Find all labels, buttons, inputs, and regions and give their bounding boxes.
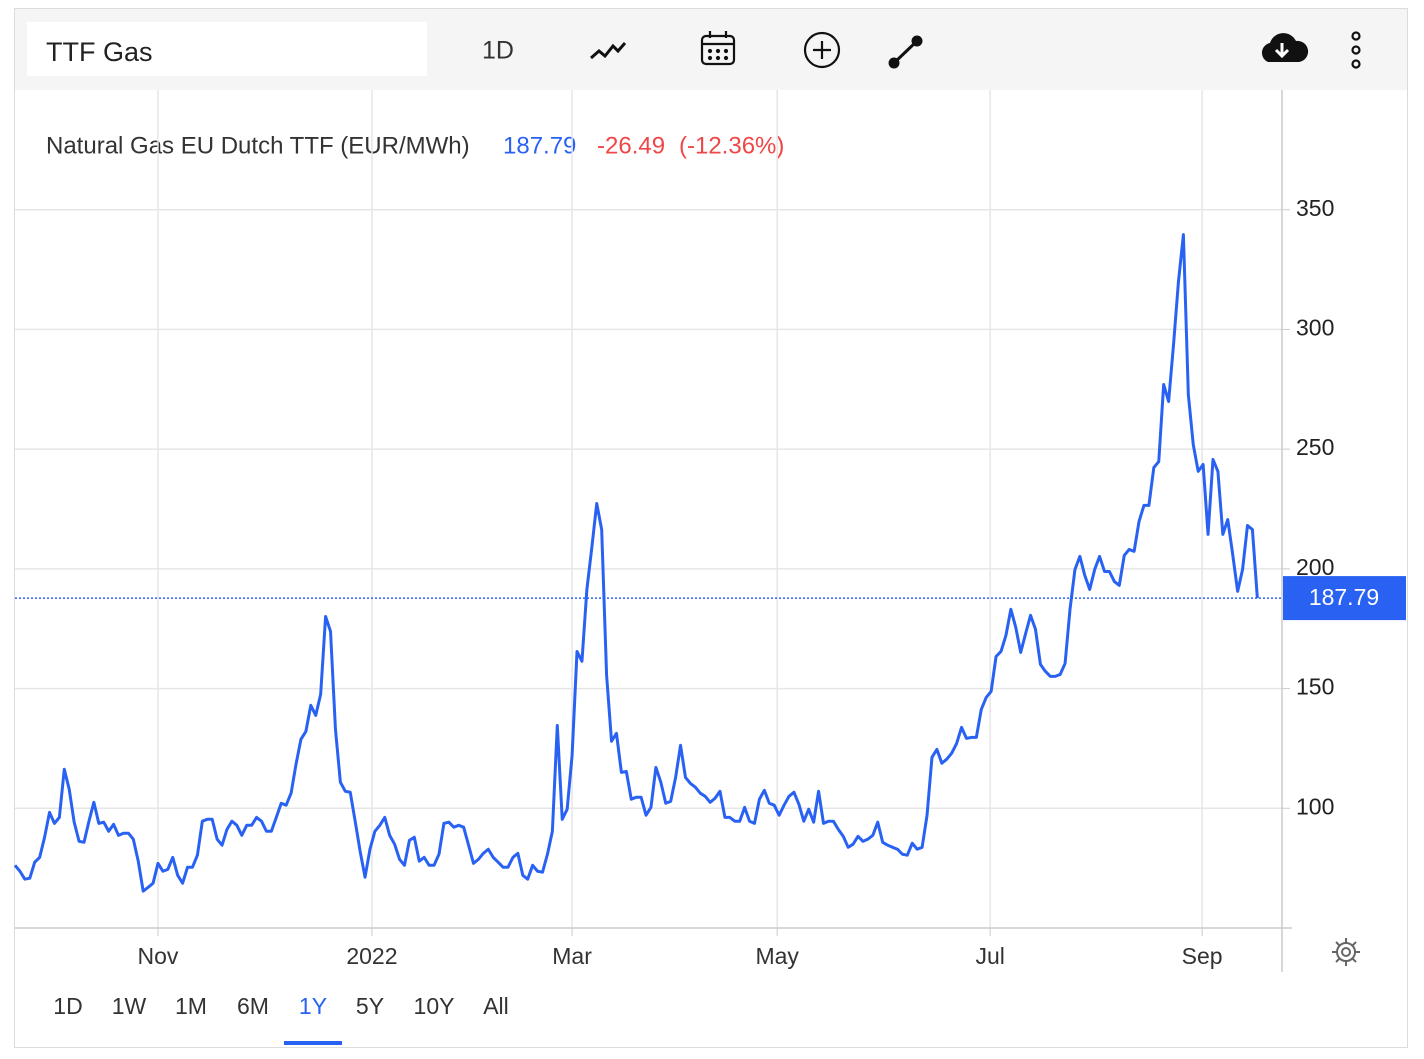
chart-title: Natural Gas EU Dutch TTF (EUR/MWh) bbox=[46, 132, 470, 159]
y-tick-label: 200 bbox=[1296, 554, 1334, 580]
x-tick-label: Nov bbox=[138, 943, 179, 969]
range-button[interactable]: 5Y bbox=[356, 993, 384, 1019]
x-tick-label: Mar bbox=[552, 943, 592, 969]
symbol-input[interactable] bbox=[27, 22, 427, 76]
y-tick-label: 250 bbox=[1296, 434, 1334, 460]
grid bbox=[15, 90, 1290, 936]
range-button[interactable]: 1M bbox=[175, 993, 207, 1019]
header-change: -26.49 bbox=[597, 132, 665, 159]
compare-icon[interactable] bbox=[803, 31, 841, 69]
x-tick-label: Jul bbox=[975, 943, 1004, 969]
widget-frame bbox=[14, 8, 1408, 1048]
x-tick-label: May bbox=[755, 943, 799, 969]
download-icon[interactable] bbox=[1261, 33, 1309, 62]
interval-button[interactable]: 1D bbox=[482, 37, 514, 65]
header-change-percent: (-12.36%) bbox=[679, 132, 784, 159]
range-button[interactable]: 6M bbox=[237, 993, 269, 1019]
x-tick-label: 2022 bbox=[346, 943, 397, 969]
header-last-price: 187.79 bbox=[503, 132, 576, 159]
range-button[interactable]: 1Y bbox=[299, 993, 327, 1019]
last-price-label: 187.79 bbox=[1309, 584, 1379, 610]
y-tick-label: 300 bbox=[1296, 315, 1334, 341]
range-button[interactable]: 1W bbox=[112, 993, 147, 1019]
y-tick-label: 150 bbox=[1296, 674, 1334, 700]
settings-icon[interactable] bbox=[1332, 938, 1360, 966]
price-line bbox=[13, 233, 1259, 893]
y-tick-label: 100 bbox=[1296, 793, 1334, 819]
line-type-icon[interactable] bbox=[590, 42, 627, 60]
range-selected-underline bbox=[284, 1041, 342, 1045]
last-price-tag bbox=[1283, 576, 1406, 621]
x-tick-label: Sep bbox=[1182, 943, 1223, 969]
y-tick-label: 350 bbox=[1296, 195, 1334, 221]
symbol-text: TTF Gas bbox=[46, 37, 153, 67]
menu-icon[interactable] bbox=[1351, 31, 1361, 69]
calendar-icon[interactable] bbox=[700, 31, 736, 66]
range-button[interactable]: 1D bbox=[53, 993, 82, 1019]
range-button[interactable]: 10Y bbox=[414, 993, 455, 1019]
draw-icon[interactable] bbox=[888, 35, 923, 69]
range-button[interactable]: All bbox=[483, 993, 509, 1019]
